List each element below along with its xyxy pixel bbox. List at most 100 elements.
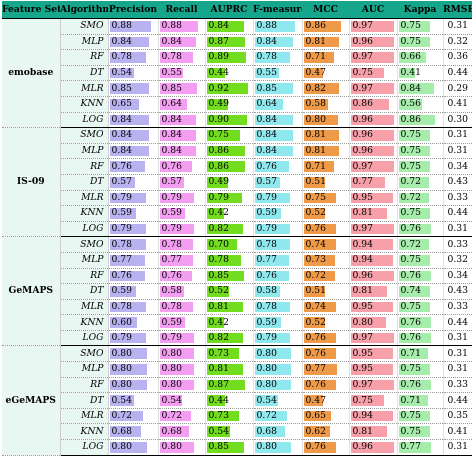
metric-cell: 0.72: [158, 408, 206, 425]
value-bar: [303, 286, 325, 297]
metric-value: 0.78: [256, 300, 277, 312]
metric-cell: 0.56: [397, 96, 444, 113]
value-bar: [254, 67, 279, 79]
rmse-value: 0.43: [443, 174, 472, 191]
value-bar: [398, 223, 431, 235]
metric-cell: 0.79: [253, 330, 303, 347]
value-bar: [254, 21, 295, 32]
metric-value: 0.75: [400, 20, 421, 32]
metric-cell: 0.81: [205, 361, 254, 378]
rmse-value: 0.29: [443, 80, 472, 97]
metric-cell: 0.58: [302, 96, 350, 113]
value-bar: [303, 130, 339, 141]
metric-cell: 0.76: [302, 377, 350, 394]
value-bar: [350, 395, 384, 406]
metric-value: 0.81: [352, 207, 373, 219]
table-row: KNN 0.60 0.59 0.42 0.59 0.52 0.80 0.76 0.44: [2, 314, 472, 331]
algorithm-cell: MLP: [60, 143, 109, 160]
metric-cell: 0.54: [108, 392, 159, 409]
metric-value: 0.76: [400, 332, 421, 344]
metric-cell: 0.84: [108, 112, 159, 129]
metric-cell: 0.87: [205, 34, 254, 51]
metric-value: 0.76: [400, 378, 421, 390]
value-bar: [350, 364, 394, 375]
metric-value: 0.84: [111, 113, 132, 125]
value-bar: [206, 317, 225, 328]
metric-value: 0.79: [111, 332, 132, 344]
header-algorithm: Algorithm: [60, 1, 108, 19]
value-bar: [254, 161, 289, 172]
metric-value: 0.80: [256, 441, 277, 453]
value-bar: [109, 176, 136, 188]
value-bar: [206, 395, 226, 406]
metric-cell: 0.59: [158, 314, 206, 331]
metric-value: 0.42: [208, 316, 229, 328]
metric-value: 0.78: [111, 51, 132, 63]
value-bar: [206, 301, 243, 313]
metric-cell: 0.75: [397, 34, 444, 51]
metric-value: 0.65: [305, 410, 326, 422]
metric-value: 0.75: [400, 363, 421, 375]
rmse-value: 0.43: [443, 283, 472, 300]
metric-value: 0.84: [111, 129, 132, 141]
metric-value: 0.76: [256, 160, 277, 172]
value-bar: [109, 254, 146, 266]
metric-cell: 0.72: [108, 408, 159, 425]
metric-cell: 0.51: [302, 283, 350, 300]
metric-value: 0.59: [111, 285, 132, 297]
rmse-value: 0.41: [443, 96, 472, 113]
metric-value: 0.59: [111, 207, 132, 219]
metric-cell: 0.84: [397, 80, 444, 97]
metric-value: 0.75: [305, 191, 326, 203]
metric-value: 0.96: [352, 35, 373, 47]
metric-value: 0.80: [256, 378, 277, 390]
metric-value: 0.74: [305, 238, 326, 250]
value-bar: [398, 317, 431, 328]
value-bar: [303, 52, 335, 63]
metric-value: 0.54: [208, 425, 229, 437]
table-row: emobase SMO 0.88 0.88 0.84 0.88 0.86 0.97 0.75 0.…: [2, 18, 472, 129]
metric-cell: 0.95: [349, 299, 398, 316]
metric-value: 0.79: [161, 223, 182, 235]
value-bar: [109, 145, 149, 157]
value-bar: [206, 410, 239, 422]
metric-value: 0.94: [352, 410, 373, 422]
value-bar: [206, 176, 228, 188]
metric-cell: 0.71: [397, 345, 444, 363]
algorithm-cell: LOG: [60, 439, 109, 456]
table-row: IS-09 SMO 0.84 0.84 0.75 0.84 0.81 0.96 0.75 0.31: [2, 127, 472, 238]
metric-cell: 0.92: [205, 80, 254, 97]
table-row: MLR 0.72 0.72 0.73 0.72 0.65 0.94 0.75 0.35: [2, 408, 472, 425]
table-row: DT 0.59 0.58 0.52 0.58 0.51 0.81 0.74 0.43: [2, 283, 472, 300]
value-bar: [109, 130, 149, 141]
metric-value: 0.55: [161, 67, 182, 79]
rmse-value: 0.33: [443, 377, 472, 394]
value-bar: [350, 332, 395, 344]
metric-cell: 0.78: [253, 236, 303, 253]
metric-value: 0.59: [161, 207, 182, 219]
metric-value: 0.54: [111, 394, 132, 406]
metric-value: 0.87: [208, 378, 229, 390]
value-bar: [206, 254, 242, 266]
metric-cell: 0.72: [302, 268, 350, 285]
algorithm-cell: RF: [60, 49, 109, 66]
value-bar: [350, 317, 387, 328]
metric-cell: 0.88: [253, 18, 303, 35]
value-bar: [303, 21, 342, 32]
value-bar: [350, 208, 387, 219]
value-bar: [254, 36, 293, 48]
metric-cell: 0.80: [108, 377, 159, 394]
metric-value: 0.95: [352, 191, 373, 203]
metric-cell: 0.76: [397, 330, 444, 347]
metric-value: 0.72: [400, 176, 421, 188]
metric-cell: 0.85: [108, 80, 159, 97]
metric-cell: 0.94: [349, 252, 398, 269]
metric-cell: 0.84: [205, 18, 254, 35]
metric-cell: 0.96: [349, 143, 398, 160]
value-bar: [206, 21, 244, 32]
value-bar: [398, 395, 429, 406]
metric-cell: 0.96: [349, 34, 398, 51]
value-bar: [109, 286, 137, 297]
value-bar: [254, 114, 293, 126]
metric-cell: 0.62: [302, 423, 350, 441]
